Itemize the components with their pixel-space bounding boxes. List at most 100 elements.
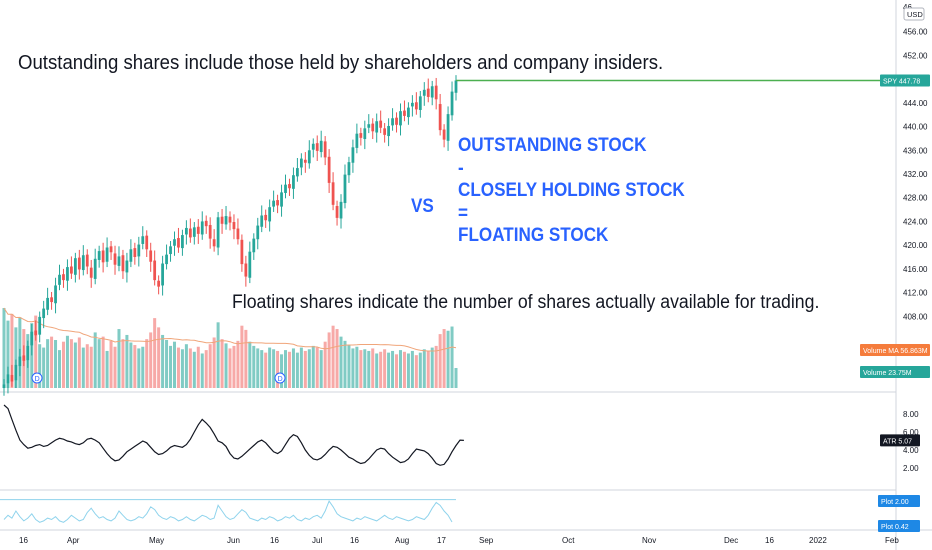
candle-body [66,267,69,281]
price-tick-label: 428.00 [903,194,928,203]
volume-bar [125,334,129,388]
atr-line [3,404,464,466]
volume-bar [402,351,406,388]
candle-body [363,128,367,140]
candle-body [367,124,371,128]
volume-bar [387,352,391,388]
time-tick-label: May [149,536,164,545]
volume-bar [371,348,375,388]
candle-body [414,102,418,110]
volume-bar [85,344,89,388]
axes: 456.00452.00448.00444.00440.00436.00432.… [19,3,928,545]
volume-bar [46,339,50,388]
volume-bar [61,341,65,388]
time-tick-label: Sep [479,536,494,545]
volume-bar [137,348,141,388]
candle-body [426,88,430,97]
candle-body [137,244,141,257]
candle-body [450,91,454,116]
volume-bar [450,326,454,388]
candle-body [387,125,390,137]
candle-body [169,246,172,255]
volume-bar [410,350,414,388]
last-price-badge-text: SPY 447.78 [883,78,920,85]
volume-bar [30,323,34,388]
volume-bar [442,329,446,388]
candle-body [399,111,402,126]
candle-body [42,308,46,319]
volume-bar [291,348,295,388]
volume-ma-badge-text: Volume MA 56.863M [863,348,928,355]
volume-bar [406,353,410,388]
candle-body [331,182,335,205]
candle-body [93,258,97,279]
volume-bar [212,337,216,388]
candle-body [26,345,30,361]
candle-body [442,129,446,140]
candle-body [311,143,315,150]
volume-bar [327,332,331,388]
volume-bar [2,308,6,388]
price-tick-label: 420.00 [903,241,928,250]
value-badges: SPY 447.78 Volume MA 56.863M Volume 23.75M… [860,74,930,532]
volume-bar [398,350,402,388]
candle-body [188,228,192,238]
candle-body [173,239,176,246]
volume-ma-line [3,307,457,352]
atr-badge-bg [880,434,920,447]
volume-bar [200,353,204,388]
candle-body [240,239,244,265]
atr-tick-label: 8.00 [903,410,919,419]
candle-body [375,121,379,133]
candle-body [407,107,410,118]
volume-bar [34,315,38,388]
volume-bar [228,348,232,388]
candle-body [141,236,145,244]
candle-body [347,162,351,176]
time-tick-label: 16 [350,536,359,545]
candle-body [212,239,216,247]
volume-bar [446,330,450,388]
candle-body [133,248,137,257]
volume-bar [58,350,62,388]
candle-body [105,247,109,262]
candle-body [260,215,264,227]
volume-bar [65,335,69,388]
volume-bar [295,352,299,388]
volume-bar [109,340,113,388]
time-tick-label: 2022 [809,536,827,545]
price-tick-label: 412.00 [903,289,928,298]
atr-tick-label: 2.00 [903,464,919,473]
volume-bar [434,345,438,388]
candle-body [256,225,260,240]
volume-bar [454,368,458,388]
volume-bar [284,350,288,388]
volume-bar [97,339,101,388]
volume-bar [355,346,359,388]
volume-bar [260,350,264,388]
volume-bar [157,327,161,388]
volume-bar [375,353,379,388]
volume-bar [204,350,208,388]
volume-bar [6,320,10,388]
time-tick-label: Aug [395,536,409,545]
candle-body [6,374,10,384]
volume-bar [367,350,371,388]
volume-bar [232,345,236,388]
volume-bar [311,345,315,388]
price-tick-label: 444.00 [903,99,928,108]
volume-bar [244,329,248,388]
candle-body [355,133,359,148]
volume-bar [165,340,169,388]
volume-bar [42,347,46,388]
candle-body [284,184,287,193]
price-tick-label: 416.00 [903,265,928,274]
candle-body [418,96,422,110]
candle-body [70,266,73,274]
volume-bar [117,329,121,388]
candle-body [177,238,180,248]
candle-body [371,123,375,132]
candle-body [434,85,438,100]
volume-badge-text: Volume 23.75M [863,370,912,377]
